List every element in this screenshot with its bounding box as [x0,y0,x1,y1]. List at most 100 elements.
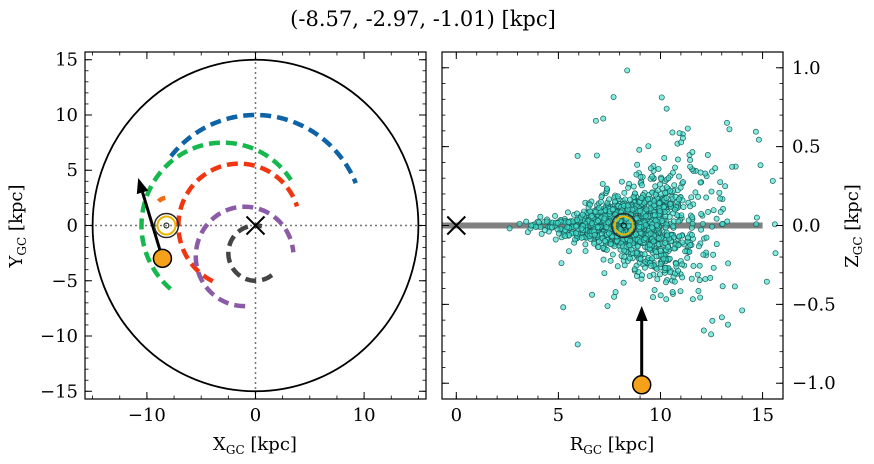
scatter-point [672,164,678,171]
scatter-point [716,189,723,196]
scatter-point [676,233,683,240]
scatter-point [588,213,595,220]
scatter-point [620,279,627,286]
scatter-point [625,184,632,191]
scatter-point [516,220,523,227]
scatter-point [641,264,648,271]
scatter-point [564,224,571,231]
scatter-point [695,243,702,250]
scatter-point [610,94,617,101]
scatter-point [685,234,691,241]
scatter-point [676,173,682,180]
y-tick-label: 10 [55,105,78,126]
y-tick-label: −1.0 [792,373,836,394]
scatter-point [637,256,644,263]
scatter-point [703,194,710,201]
scatter-point [719,220,726,227]
scatter-point [692,189,699,196]
scatter-point [586,201,593,208]
scatter-point [642,222,649,229]
x-tick-label: 0 [250,405,261,426]
target-marker [152,248,173,269]
scatter-point [606,196,613,203]
right-ticks: 0 5 10 15 −1.0 −0.5 0.0 0.5 1.0 [442,51,836,426]
y-tick-label: −10 [40,326,78,347]
scatter-point [646,273,653,279]
scatter-point [573,223,580,230]
scatter-point [679,261,686,268]
scatter-point [637,208,644,214]
right-plot-area [442,67,793,395]
scatter-point [653,265,660,272]
scatter-point [674,156,681,163]
left-ticks: −10 0 10 −15 −10 −5 0 5 10 15 [40,50,426,426]
scatter-point [687,241,694,248]
scatter-point [638,182,645,189]
scatter-point [753,221,760,228]
galactic-center-cross-b [245,215,266,236]
scatter-point [618,178,625,185]
scatter-point [682,248,689,255]
scatter-point [566,248,572,255]
scatter-point [695,193,702,200]
scatter-point [671,182,678,189]
direction-arrow-head [136,177,149,195]
scatter-point [555,230,562,237]
scatter-point [753,214,760,221]
scatter-point [667,188,674,194]
scatter-point [713,215,720,222]
left-ylabel: YGC [kpc] [6,185,29,269]
scatter-point [755,136,762,143]
scatter-point [662,265,669,271]
scatter-point [588,220,595,227]
scatter-point [650,238,657,245]
scatter-point [763,278,770,285]
scatter-point [560,304,567,311]
scatter-point [636,223,643,230]
scatter-point [654,276,661,283]
sun-dot [163,222,170,229]
scatter-point [647,230,654,237]
scatter-point [689,214,696,221]
scatter-point [626,255,633,262]
scatter-point [660,204,667,211]
scatter-point [626,242,633,249]
scatter-point [707,274,714,281]
scatter-point [607,241,614,248]
scatter-point [702,170,709,177]
scatter-point [592,117,599,124]
scatter-point [684,255,691,261]
sun-outer-ring [153,212,180,239]
scatter-point [687,163,694,170]
x-tick-label: 5 [553,405,564,426]
scatter-point [718,314,725,321]
scatter-point [772,250,779,257]
scatter-point [578,234,585,241]
scatter-point [717,209,724,215]
left-plot-area [85,52,426,399]
scatter-point [523,218,530,225]
scatter-point [646,241,653,248]
y-tick-label: −0.5 [792,294,836,315]
scatter-point [645,143,652,150]
scatter-point [659,217,665,224]
scatter-point [506,225,513,232]
scatter-point [667,200,674,207]
scatter-point [548,224,555,231]
y-tick-label: 0.0 [792,216,821,237]
scatter-point [651,287,658,294]
scatter-point [696,277,703,284]
target-marker [631,375,652,395]
sun-dot [620,222,627,229]
scatter-point [649,255,656,262]
scatter-point [537,213,544,220]
scatter-point [614,193,621,200]
y-tick-label: −15 [40,381,78,402]
scatter-point [609,206,616,213]
scatter-point [594,224,601,231]
scatter-point [717,179,724,186]
scatter-point [788,320,793,325]
x-tick-label: 10 [353,405,376,426]
left-panel: −10 0 10 −15 −10 −5 0 5 10 15 XGC [kpc] YGC [kpc] [6,50,427,457]
